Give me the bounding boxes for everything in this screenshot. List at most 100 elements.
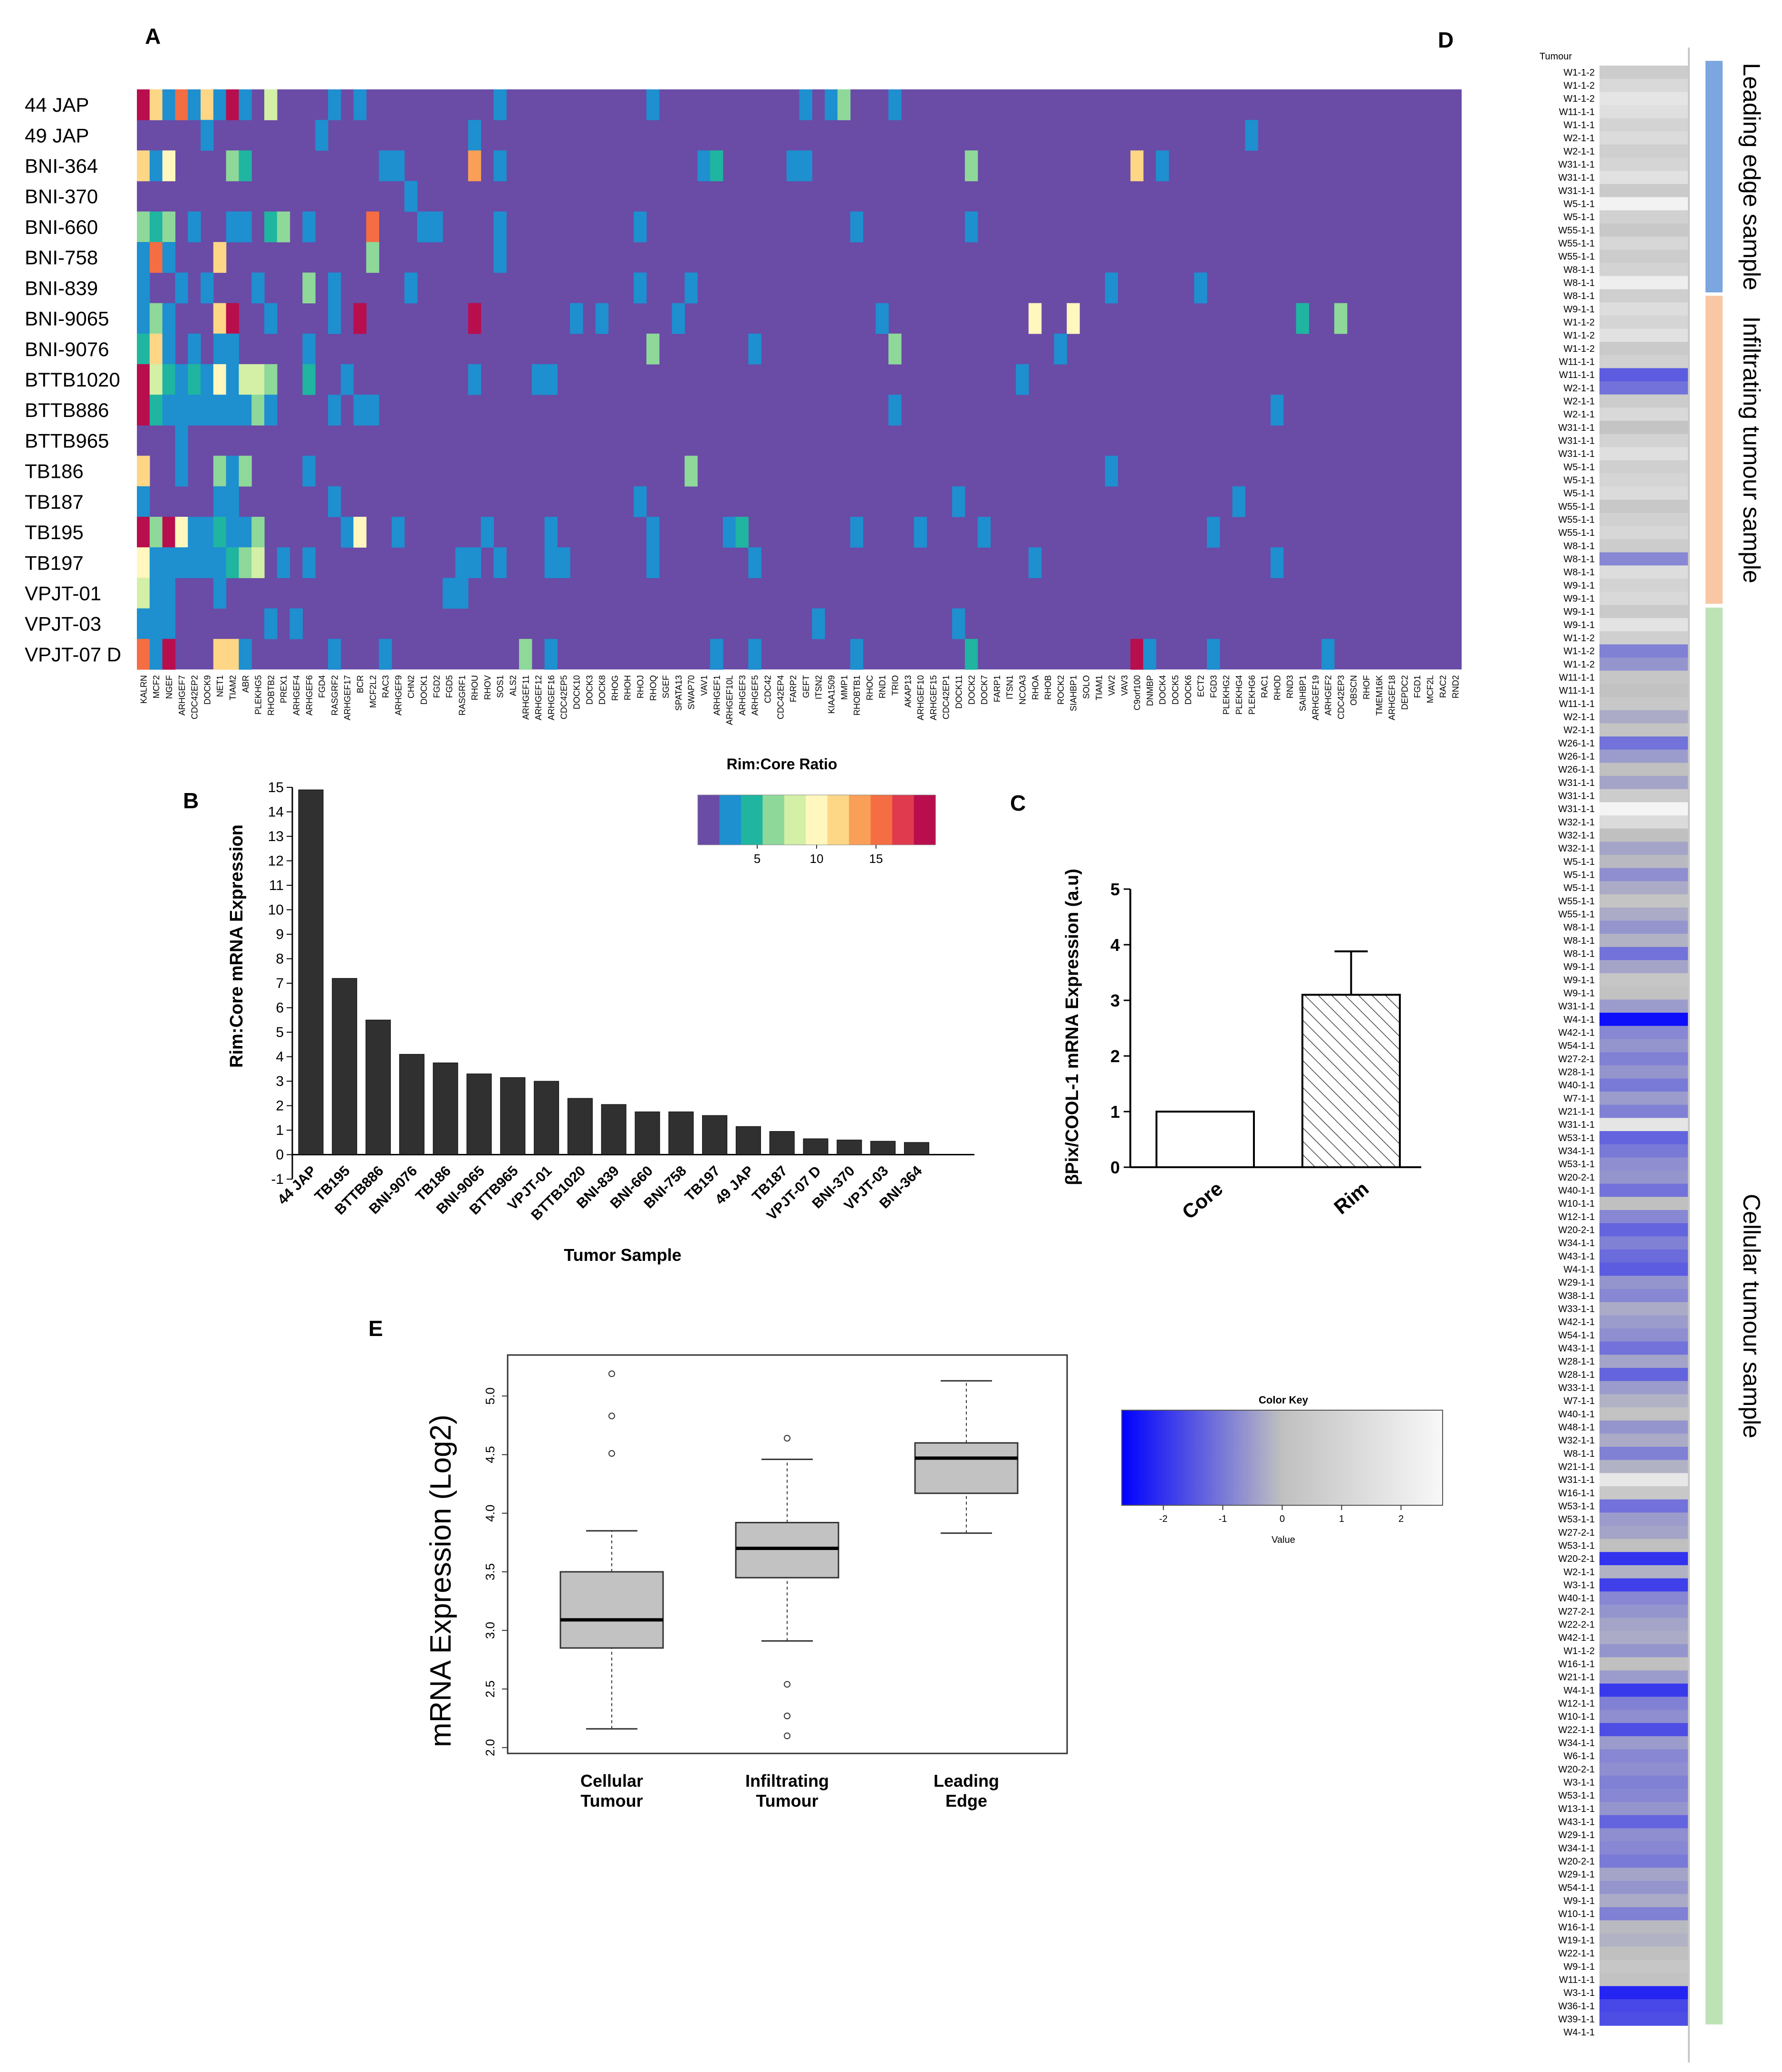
heatmap-d-row-label: W29-1-1 — [1558, 1830, 1595, 1840]
heatmap-d-row-label: W5-1-1 — [1563, 857, 1595, 867]
heatmap-d-row-label: W31-1-1 — [1558, 186, 1595, 196]
heatmap-a-column-label: RHOB — [1043, 675, 1053, 700]
heatmap-d-row-label: W11-1-1 — [1559, 673, 1595, 683]
panel-label-e: E — [368, 1316, 383, 1341]
heatmap-a-cell — [137, 395, 150, 426]
heatmap-a-column-label: ARHGEF10 — [916, 675, 925, 720]
heatmap-a-cell — [570, 303, 583, 334]
heatmap-a-cell — [1232, 486, 1246, 517]
heatmap-a-column-label: FARP2 — [789, 675, 798, 702]
heatmap-a-column-label: RHOH — [623, 675, 633, 700]
heatmap-a-cell — [137, 547, 150, 578]
heatmap-a-cell — [328, 395, 341, 426]
heatmap-a-cell — [149, 303, 163, 334]
legend-swatch — [806, 795, 828, 845]
heatmap-d-row-label: W9-1-1 — [1563, 607, 1595, 617]
heatmap-a-cell — [799, 150, 812, 182]
heatmap-d-cell — [1599, 1946, 1690, 1960]
heatmap-a-cell — [1067, 303, 1080, 334]
heatmap-d-cell — [1599, 342, 1690, 356]
heatmap-a-cell — [964, 639, 978, 670]
heatmap-d-cell — [1599, 1183, 1690, 1197]
heatmap-d-row-label: W40-1-1 — [1558, 1593, 1595, 1604]
heatmap-d-row-label: W16-1-1 — [1558, 1922, 1595, 1933]
group-label: Infiltrating tumour sample — [1738, 316, 1765, 583]
heatmap-d-cell — [1599, 1999, 1690, 2013]
heatmap-a-cell — [888, 333, 902, 365]
heatmap-d-cell — [1599, 631, 1690, 645]
heatmap-a-cell — [149, 608, 163, 639]
heatmap-d-cell — [1599, 1789, 1690, 1802]
heatmap-a-cell — [1054, 333, 1067, 365]
heatmap-d-cell — [1599, 1868, 1690, 1881]
heatmap-d-row-label: W32-1-1 — [1558, 817, 1595, 828]
heatmap-d-cell — [1599, 1552, 1690, 1566]
heatmap-d-row-label: W9-1-1 — [1563, 594, 1595, 604]
heatmap-a-cell — [162, 547, 175, 578]
heatmap-d-cell — [1599, 1762, 1690, 1776]
heatmap-d-cell — [1599, 1670, 1690, 1684]
heatmap-d-cell — [1599, 329, 1690, 342]
heatmap-a-cell — [1028, 547, 1042, 578]
heatmap-a-cell — [226, 89, 239, 120]
heatmap-d-row-label: W3-1-1 — [1563, 1580, 1595, 1591]
heatmap-a-cell — [200, 516, 214, 548]
heatmap-d-cell — [1599, 131, 1690, 145]
legend-swatch — [870, 795, 893, 845]
heatmap-a-cell — [315, 120, 328, 151]
heatmap-d-cell — [1599, 526, 1690, 540]
group-bar — [1705, 608, 1723, 2024]
heatmap-d-cell — [1599, 960, 1690, 974]
panel-b-bar — [500, 1077, 526, 1155]
heatmap-a-column-label: RND3 — [1285, 675, 1295, 698]
panel-e-outlier — [608, 1370, 615, 1377]
heatmap-a-column-label: ARHGEF15 — [929, 675, 938, 720]
heatmap-a-cell — [595, 303, 609, 334]
heatmap-d-row-label: W31-1-1 — [1558, 778, 1595, 788]
heatmap-d-cell — [1599, 842, 1690, 855]
panel-b-y-tick-label: 5 — [276, 1025, 284, 1040]
heatmap-d-row-label: W21-1-1 — [1558, 1672, 1595, 1683]
heatmap-a-column-label: FGD2 — [432, 675, 442, 698]
heatmap-a-cell — [213, 639, 227, 670]
heatmap-a-column-label: ARHGEF3 — [738, 675, 747, 716]
heatmap-a-cell — [149, 150, 163, 182]
panel-b-y-tick-label: -1 — [271, 1172, 284, 1187]
heatmap-a-column-label: SWAP70 — [687, 675, 696, 709]
panel-e-y-tick-label: 5.0 — [483, 1387, 497, 1404]
panel-b-y-tick-label: 8 — [276, 951, 284, 967]
heatmap-a-cell — [684, 272, 698, 304]
heatmap-a-cell — [837, 89, 851, 120]
heatmap-a-column-label: CDC42EP3 — [1336, 675, 1346, 719]
heatmap-a-cell — [239, 364, 252, 395]
heatmap-d-cell — [1599, 1092, 1690, 1105]
heatmap-a-column-label: FGD3 — [1209, 675, 1218, 698]
heatmap-a-column-label: ARHGEF10L — [725, 675, 734, 725]
heatmap-a-cell — [557, 547, 570, 578]
heatmap-d-row-label: W53-1-1 — [1558, 1133, 1595, 1143]
heatmap-d-cell — [1599, 723, 1690, 737]
heatmap-d-cell — [1599, 1920, 1690, 1934]
heatmap-d-row-label: W5-1-1 — [1563, 475, 1595, 486]
heatmap-a-cell — [251, 364, 265, 395]
panel-label-b: B — [183, 788, 199, 813]
heatmap-a-cell — [1334, 303, 1348, 334]
heatmap-d-row-label: W34-1-1 — [1558, 1843, 1595, 1854]
heatmap-a-cell — [162, 639, 175, 670]
heatmap-a-cell — [544, 516, 558, 548]
heatmap-a-cell — [302, 272, 316, 304]
heatmap-a-cell — [1207, 516, 1220, 548]
heatmap-a-cell — [175, 89, 188, 120]
heatmap-a-column-label: ARHGEF1 — [712, 675, 722, 716]
panel-e-boxplot: mRNA Expression (Log2) 2.0 2.5 3.0 3.5 4.0 4.… — [424, 1354, 1068, 1811]
heatmap-d-row-label: W43-1-1 — [1558, 1251, 1595, 1262]
heatmap-a-column-label: DOCK3 — [585, 675, 594, 705]
heatmap-a-cell — [149, 547, 163, 578]
heatmap-d-row-label: W5-1-1 — [1563, 488, 1595, 499]
heatmap-d-row-label: W28-1-1 — [1558, 1067, 1595, 1078]
heatmap-d-cell — [1599, 749, 1690, 763]
heatmap-a-cell — [162, 242, 175, 273]
heatmap-d-cell — [1599, 276, 1690, 290]
heatmap-d-cell — [1599, 368, 1690, 382]
